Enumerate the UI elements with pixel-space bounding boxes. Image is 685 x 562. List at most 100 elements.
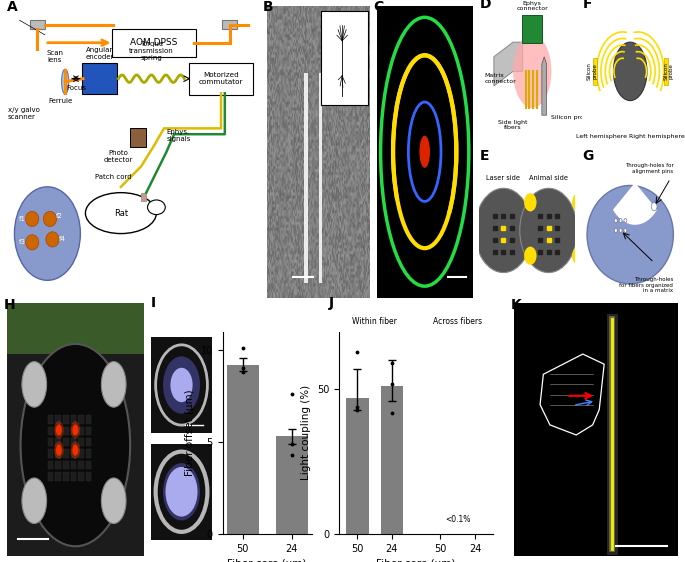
FancyBboxPatch shape xyxy=(112,29,196,57)
Text: Angular
encoder: Angular encoder xyxy=(85,47,114,60)
Y-axis label: Light coupling (%): Light coupling (%) xyxy=(301,385,312,481)
FancyBboxPatch shape xyxy=(189,62,253,95)
Circle shape xyxy=(25,211,39,226)
Circle shape xyxy=(475,188,532,273)
Text: C: C xyxy=(373,0,383,14)
Circle shape xyxy=(71,421,80,439)
Polygon shape xyxy=(29,20,45,29)
Circle shape xyxy=(25,235,39,250)
Bar xyxy=(48,461,53,469)
Bar xyxy=(71,438,76,446)
Text: Left hemisphere: Left hemisphere xyxy=(576,134,627,139)
Bar xyxy=(63,461,68,469)
Text: Ephys
connector: Ephys connector xyxy=(516,1,548,11)
Circle shape xyxy=(572,247,584,265)
Circle shape xyxy=(46,232,59,247)
Ellipse shape xyxy=(86,193,156,234)
Bar xyxy=(86,461,91,469)
Circle shape xyxy=(73,424,78,436)
Circle shape xyxy=(614,219,617,223)
Bar xyxy=(78,461,84,469)
Polygon shape xyxy=(141,193,147,201)
Text: J: J xyxy=(329,296,334,310)
Ellipse shape xyxy=(614,42,647,101)
Bar xyxy=(319,73,322,283)
Bar xyxy=(7,354,144,556)
Bar xyxy=(63,438,68,446)
Text: <0.1%: <0.1% xyxy=(445,515,471,524)
Bar xyxy=(86,450,91,457)
Circle shape xyxy=(572,193,584,211)
Ellipse shape xyxy=(147,200,165,215)
Bar xyxy=(304,73,308,283)
Ellipse shape xyxy=(62,69,68,94)
Circle shape xyxy=(624,219,627,223)
Circle shape xyxy=(71,441,80,459)
Text: Side light
fibers: Side light fibers xyxy=(498,120,528,130)
Text: D: D xyxy=(479,0,491,11)
Circle shape xyxy=(54,441,64,459)
FancyBboxPatch shape xyxy=(522,15,543,43)
Circle shape xyxy=(624,228,627,233)
Bar xyxy=(71,427,76,435)
Bar xyxy=(86,438,91,446)
Circle shape xyxy=(101,362,126,407)
Circle shape xyxy=(22,478,47,524)
Ellipse shape xyxy=(587,185,673,284)
Polygon shape xyxy=(542,57,547,115)
Text: K: K xyxy=(510,298,521,312)
Circle shape xyxy=(524,247,536,265)
Circle shape xyxy=(101,478,126,524)
Text: f3: f3 xyxy=(19,239,26,246)
Y-axis label: Fiber offset (μm): Fiber offset (μm) xyxy=(185,389,195,476)
Circle shape xyxy=(419,135,430,168)
Bar xyxy=(71,472,76,481)
Circle shape xyxy=(520,188,577,273)
Bar xyxy=(381,387,403,534)
Circle shape xyxy=(54,421,64,439)
Text: Torque
transmission
spring: Torque transmission spring xyxy=(129,41,174,61)
Circle shape xyxy=(73,445,78,456)
Wedge shape xyxy=(613,183,657,225)
Text: Silicon probe(s): Silicon probe(s) xyxy=(551,115,600,120)
Circle shape xyxy=(56,424,62,436)
Polygon shape xyxy=(494,42,523,86)
Text: Rat: Rat xyxy=(114,209,128,217)
Text: Silicon
probe: Silicon probe xyxy=(586,62,597,80)
Bar xyxy=(71,415,76,424)
Text: Matrix
connector: Matrix connector xyxy=(484,73,516,84)
Text: Laser side: Laser side xyxy=(486,175,521,181)
Bar xyxy=(78,472,84,481)
Bar xyxy=(71,461,76,469)
Text: f2: f2 xyxy=(56,213,63,219)
Bar xyxy=(48,438,53,446)
Bar xyxy=(48,450,53,457)
X-axis label: Fiber core (μm): Fiber core (μm) xyxy=(377,559,456,562)
Text: B: B xyxy=(263,0,274,14)
Bar xyxy=(55,427,61,435)
Text: Ephys.
signals: Ephys. signals xyxy=(166,129,191,142)
Bar xyxy=(86,415,91,424)
Circle shape xyxy=(524,193,536,211)
Text: Patch cord: Patch cord xyxy=(95,174,132,180)
Text: x/y galvo
scanner: x/y galvo scanner xyxy=(8,107,40,120)
Text: I: I xyxy=(151,296,155,310)
FancyBboxPatch shape xyxy=(82,63,116,94)
Circle shape xyxy=(619,228,622,233)
Bar xyxy=(63,415,68,424)
Bar xyxy=(276,437,308,534)
Text: f1: f1 xyxy=(19,216,26,222)
Ellipse shape xyxy=(513,35,551,108)
Text: Through-holes for
alignment pins: Through-holes for alignment pins xyxy=(625,164,673,174)
Text: G: G xyxy=(582,149,594,163)
Ellipse shape xyxy=(14,187,80,280)
Bar xyxy=(48,415,53,424)
Text: Animal side: Animal side xyxy=(529,175,568,181)
Text: f4: f4 xyxy=(59,237,66,242)
Polygon shape xyxy=(222,20,238,29)
Bar xyxy=(7,303,144,354)
Circle shape xyxy=(43,211,57,226)
Text: H: H xyxy=(4,298,16,312)
Circle shape xyxy=(163,463,200,520)
Bar xyxy=(664,58,668,84)
